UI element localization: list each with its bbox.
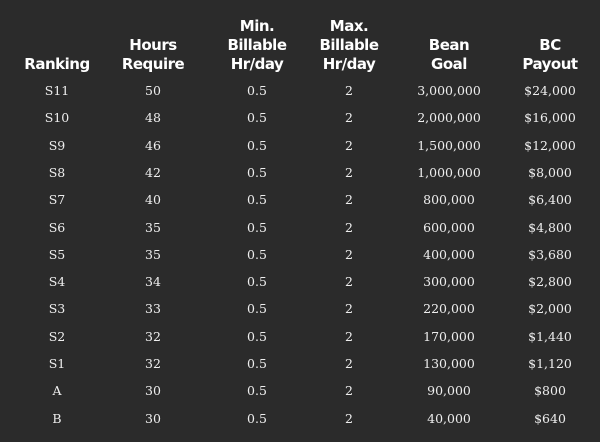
cell-ranking: S10 xyxy=(44,110,70,126)
cell-ranking: S3 xyxy=(48,301,66,317)
header-max-billable: Max. Billable Hr/day xyxy=(319,17,379,73)
cell-min-billable: 0.5 xyxy=(247,383,267,399)
cell-ranking: S9 xyxy=(48,137,66,153)
cell-max-billable: 2 xyxy=(345,192,353,208)
cell-bean-goal: 600,000 xyxy=(423,219,475,235)
header-ranking: Ranking xyxy=(24,55,90,73)
table-row: S3 33 0.5 2 220,000 $2,000 xyxy=(0,295,600,322)
cell-ranking: A xyxy=(52,383,62,399)
cell-max-billable: 2 xyxy=(345,356,353,371)
cell-hours-require: 30 xyxy=(145,383,161,399)
table-row: S2 32 0.5 2 170,000 $1,440 xyxy=(0,323,600,350)
cell-ranking: S6 xyxy=(48,219,66,235)
table-row: S6 35 0.5 2 600,000 $4,800 xyxy=(0,214,600,241)
cell-ranking: S2 xyxy=(48,328,66,344)
cell-bean-goal: 1,500,000 xyxy=(417,137,481,153)
cell-max-billable: 2 xyxy=(345,246,353,262)
cell-hours-require: 34 xyxy=(145,274,161,290)
cell-ranking: S11 xyxy=(44,83,70,98)
cell-hours-require: 35 xyxy=(145,246,161,262)
cell-bean-goal: 400,000 xyxy=(423,246,475,262)
cell-bean-goal: 800,000 xyxy=(423,192,475,208)
cell-min-billable: 0.5 xyxy=(247,110,267,126)
cell-hours-require: 40 xyxy=(145,192,161,208)
cell-ranking: S7 xyxy=(48,192,66,208)
cell-bean-goal: 220,000 xyxy=(423,301,475,317)
cell-min-billable: 0.5 xyxy=(247,246,267,262)
cell-hours-require: 32 xyxy=(145,328,161,344)
table-row: S8 42 0.5 2 1,000,000 $8,000 xyxy=(0,159,600,186)
cell-bean-goal: 300,000 xyxy=(423,274,475,290)
cell-min-billable: 0.5 xyxy=(247,219,267,235)
cell-bc-payout: $3,680 xyxy=(528,246,572,262)
cell-max-billable: 2 xyxy=(345,274,353,290)
table-row: S10 48 0.5 2 2,000,000 $16,000 xyxy=(0,104,600,131)
cell-bc-payout: $6,400 xyxy=(528,192,572,208)
cell-bc-payout: $4,800 xyxy=(528,219,572,235)
cell-min-billable: 0.5 xyxy=(247,274,267,290)
cell-bc-payout: $2,800 xyxy=(528,274,572,290)
cell-min-billable: 0.5 xyxy=(247,356,267,371)
cell-ranking: S5 xyxy=(48,246,66,262)
header-min-billable: Min. Billable Hr/day xyxy=(227,17,287,73)
cell-max-billable: 2 xyxy=(345,219,353,235)
cell-max-billable: 2 xyxy=(345,83,353,98)
header-hours-require: Hours Require xyxy=(121,36,185,73)
cell-bean-goal: 1,000,000 xyxy=(417,164,481,180)
cell-max-billable: 2 xyxy=(345,164,353,180)
table-row: S5 35 0.5 2 400,000 $3,680 xyxy=(0,241,600,268)
table-row: A 30 0.5 2 90,000 $800 xyxy=(0,377,600,404)
cell-min-billable: 0.5 xyxy=(247,192,267,208)
cell-hours-require: 46 xyxy=(145,137,161,153)
cell-hours-require: 32 xyxy=(145,356,161,371)
cell-bc-payout: $12,000 xyxy=(524,137,576,153)
cell-max-billable: 2 xyxy=(345,410,353,426)
cell-min-billable: 0.5 xyxy=(247,410,267,426)
cell-max-billable: 2 xyxy=(345,137,353,153)
header-bc-payout: BC Payout xyxy=(522,36,578,73)
cell-bean-goal: 170,000 xyxy=(423,328,475,344)
table-row: S11 50 0.5 2 3,000,000 $24,000 xyxy=(0,77,600,104)
cell-bc-payout: $640 xyxy=(534,410,566,426)
cell-bean-goal: 3,000,000 xyxy=(417,83,481,98)
cell-hours-require: 33 xyxy=(145,301,161,317)
cell-min-billable: 0.5 xyxy=(247,301,267,317)
cell-min-billable: 0.5 xyxy=(247,83,267,98)
cell-ranking: S1 xyxy=(48,356,66,371)
cell-bc-payout: $8,000 xyxy=(528,164,572,180)
cell-bean-goal: 2,000,000 xyxy=(417,110,481,126)
cell-hours-require: 42 xyxy=(145,164,161,180)
cell-bc-payout: $1,120 xyxy=(528,356,572,371)
cell-ranking: B xyxy=(52,410,62,426)
cell-ranking: S4 xyxy=(48,274,66,290)
cell-bc-payout: $16,000 xyxy=(524,110,576,126)
cell-bean-goal: 40,000 xyxy=(427,410,471,426)
cell-bc-payout: $1,440 xyxy=(528,328,572,344)
cell-max-billable: 2 xyxy=(345,301,353,317)
table-row: S7 40 0.5 2 800,000 $6,400 xyxy=(0,186,600,213)
cell-min-billable: 0.5 xyxy=(247,328,267,344)
cell-max-billable: 2 xyxy=(345,383,353,399)
table-row: S9 46 0.5 2 1,500,000 $12,000 xyxy=(0,132,600,159)
cell-bean-goal: 130,000 xyxy=(423,356,475,371)
cell-bc-payout: $24,000 xyxy=(524,83,576,98)
cell-min-billable: 0.5 xyxy=(247,164,267,180)
cell-hours-require: 50 xyxy=(145,83,161,98)
table-row: S1 32 0.5 2 130,000 $1,120 xyxy=(0,350,600,377)
cell-bc-payout: $2,000 xyxy=(528,301,572,317)
table-row: S4 34 0.5 2 300,000 $2,800 xyxy=(0,268,600,295)
header-bean-goal: Bean Goal xyxy=(428,36,470,73)
cell-min-billable: 0.5 xyxy=(247,137,267,153)
cell-hours-require: 35 xyxy=(145,219,161,235)
cell-hours-require: 30 xyxy=(145,410,161,426)
cell-bean-goal: 90,000 xyxy=(427,383,471,399)
table-row: B 30 0.5 2 40,000 $640 xyxy=(0,405,600,432)
cell-max-billable: 2 xyxy=(345,328,353,344)
cell-max-billable: 2 xyxy=(345,110,353,126)
cell-ranking: S8 xyxy=(48,164,66,180)
cell-bc-payout: $800 xyxy=(534,383,566,399)
cell-hours-require: 48 xyxy=(145,110,161,126)
